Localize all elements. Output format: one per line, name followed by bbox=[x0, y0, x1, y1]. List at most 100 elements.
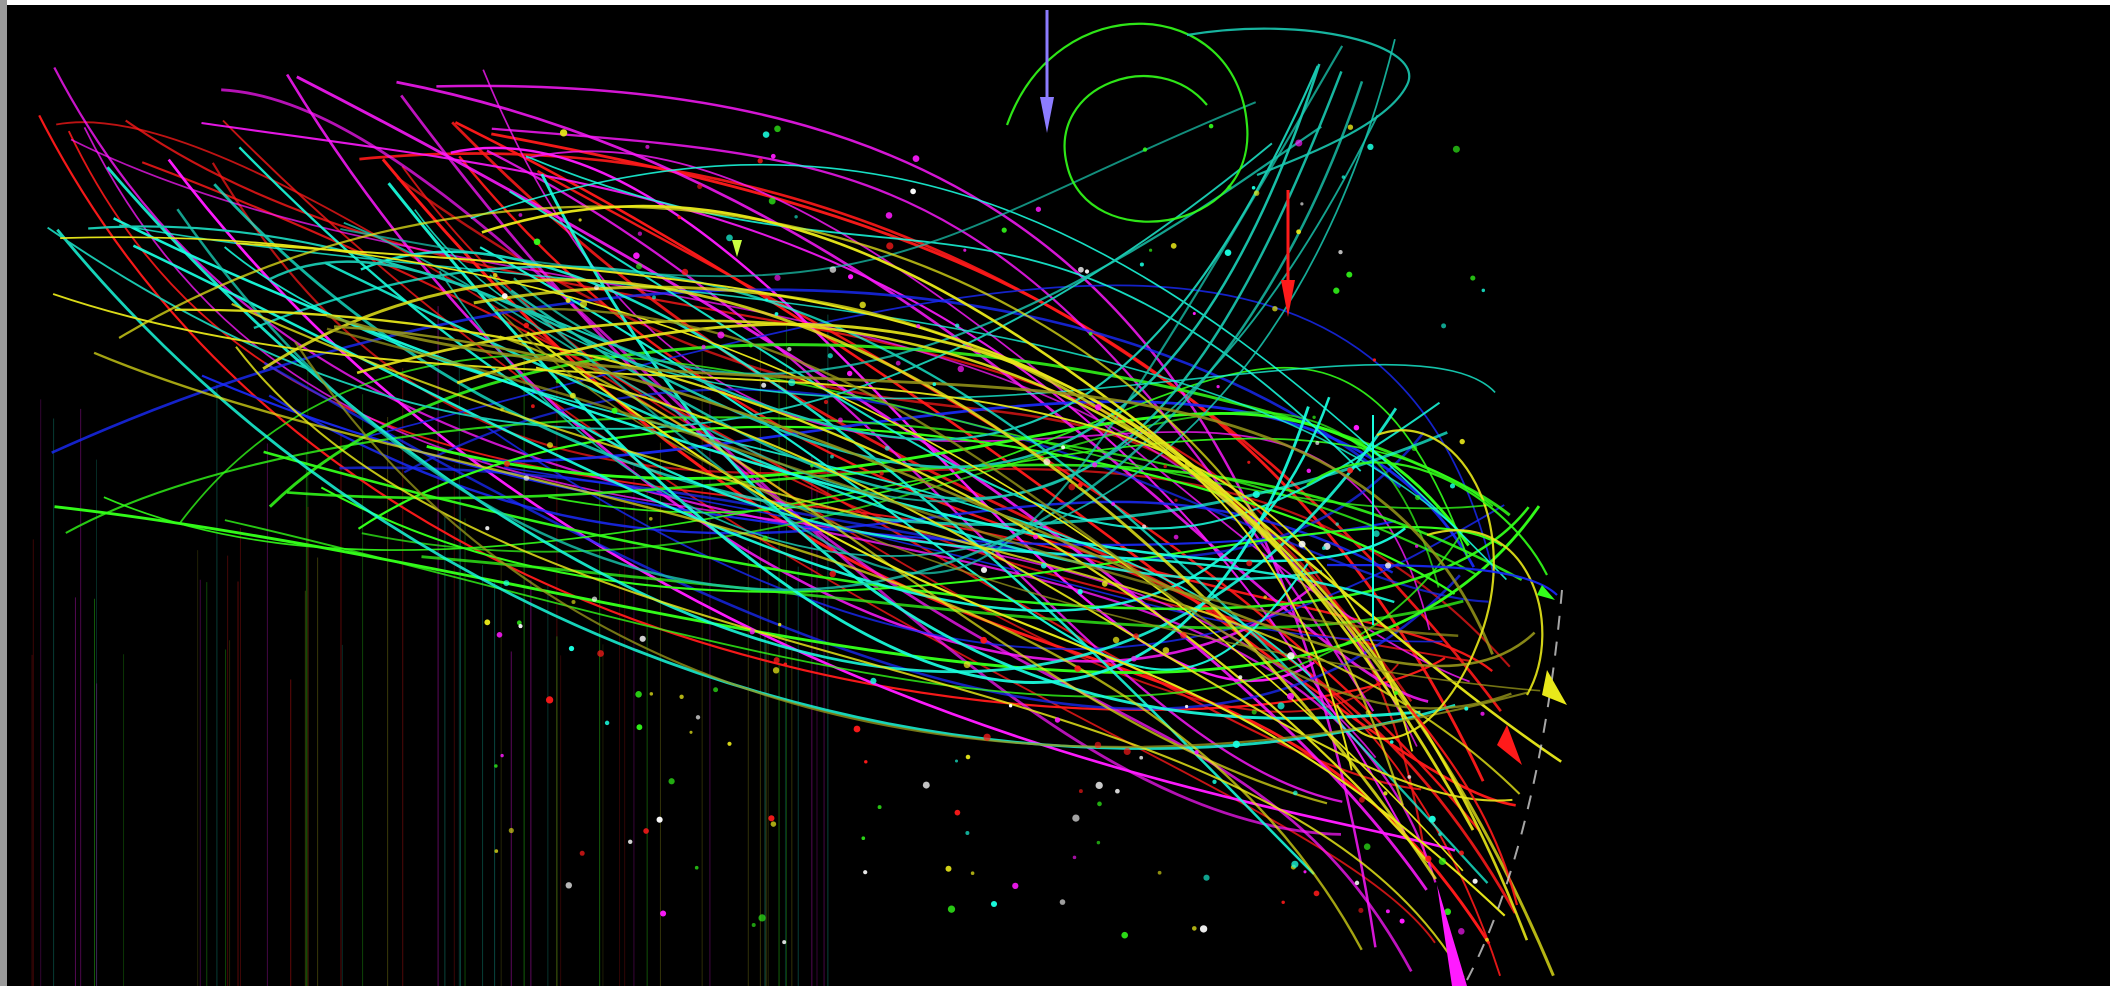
flow-curve bbox=[493, 307, 1512, 710]
glow-marker bbox=[1303, 870, 1307, 874]
glow-marker bbox=[1315, 441, 1320, 445]
glow-marker bbox=[1358, 907, 1364, 913]
glow-marker bbox=[1043, 458, 1051, 466]
glow-marker bbox=[1072, 855, 1077, 860]
flow-curve bbox=[113, 217, 1406, 563]
loop-curve bbox=[1306, 461, 1548, 576]
glow-marker bbox=[895, 360, 901, 366]
glow-marker bbox=[681, 268, 689, 276]
glow-marker bbox=[762, 535, 768, 541]
glow-marker bbox=[1333, 287, 1340, 294]
flow-curve bbox=[485, 425, 1505, 650]
flow-curve bbox=[509, 190, 1441, 530]
glow-marker bbox=[1157, 870, 1162, 875]
glow-marker bbox=[963, 661, 971, 669]
glow-marker bbox=[1313, 890, 1320, 897]
flow-curve bbox=[174, 308, 1429, 863]
glow-marker bbox=[853, 725, 861, 733]
glow-marker bbox=[1094, 741, 1102, 749]
glow-marker bbox=[1142, 147, 1148, 152]
glow-marker bbox=[954, 759, 959, 763]
glow-marker bbox=[1194, 750, 1199, 755]
glow-marker bbox=[1054, 717, 1061, 723]
glow-marker bbox=[1008, 704, 1013, 708]
glow-marker bbox=[571, 599, 576, 605]
glow-marker bbox=[827, 353, 833, 359]
glow-marker bbox=[774, 312, 779, 316]
glow-marker bbox=[496, 632, 503, 638]
glow-marker bbox=[965, 754, 971, 760]
glow-marker bbox=[1059, 899, 1066, 905]
glow-marker bbox=[695, 715, 701, 720]
glow-marker bbox=[500, 407, 504, 412]
glow-marker bbox=[1092, 462, 1098, 468]
glow-marker bbox=[1162, 647, 1170, 654]
glow-marker bbox=[794, 215, 798, 219]
glow-marker bbox=[1084, 269, 1090, 274]
glow-marker bbox=[1295, 139, 1303, 147]
glow-marker bbox=[932, 382, 937, 387]
glow-marker bbox=[1131, 655, 1137, 662]
flow-curve bbox=[414, 209, 1496, 400]
glow-marker bbox=[1363, 843, 1371, 850]
glow-marker bbox=[787, 346, 792, 352]
glow-marker bbox=[649, 692, 654, 696]
flow-curve bbox=[456, 322, 1475, 831]
glow-marker bbox=[1464, 706, 1469, 711]
glow-marker bbox=[1061, 445, 1066, 450]
glow-marker bbox=[689, 730, 693, 734]
glow-marker bbox=[1174, 498, 1178, 502]
glow-marker bbox=[945, 865, 952, 872]
glow-marker bbox=[652, 295, 656, 300]
flow-curve bbox=[294, 341, 1528, 748]
glow-marker bbox=[757, 158, 763, 164]
glow-marker bbox=[1411, 445, 1418, 452]
glow-marker bbox=[1077, 589, 1083, 595]
glow-marker bbox=[1121, 931, 1129, 939]
glow-marker bbox=[1208, 123, 1214, 129]
glow-marker bbox=[1247, 460, 1251, 464]
glow-marker bbox=[545, 696, 554, 704]
glow-marker bbox=[635, 263, 643, 270]
glow-marker bbox=[1321, 546, 1326, 550]
glow-marker bbox=[758, 914, 766, 922]
glow-marker bbox=[565, 298, 571, 303]
glow-marker bbox=[1394, 691, 1399, 695]
glow-marker bbox=[660, 910, 667, 917]
glow-marker bbox=[1072, 814, 1080, 822]
glow-marker bbox=[1040, 562, 1047, 569]
glow-marker bbox=[916, 324, 921, 329]
glow-marker bbox=[568, 645, 575, 652]
glow-marker bbox=[656, 816, 663, 823]
glow-marker bbox=[762, 131, 770, 138]
glow-marker bbox=[1074, 665, 1081, 672]
flow-curve bbox=[263, 361, 1461, 711]
glow-marker bbox=[523, 322, 530, 329]
flow-curve bbox=[359, 152, 1502, 713]
lavender-arrow-head bbox=[1040, 97, 1054, 133]
glow-marker bbox=[846, 370, 853, 377]
flow-curve bbox=[88, 65, 1319, 441]
flow-lines-artwork bbox=[31, 10, 1567, 986]
glow-marker bbox=[1078, 789, 1083, 794]
glow-marker bbox=[761, 382, 767, 388]
glow-marker bbox=[546, 442, 554, 449]
glow-marker bbox=[533, 238, 541, 246]
glow-marker bbox=[1415, 494, 1421, 501]
glow-marker bbox=[1292, 790, 1298, 796]
flow-curve bbox=[60, 236, 1464, 872]
glow-marker bbox=[627, 839, 633, 845]
glow-marker bbox=[1186, 579, 1190, 583]
flow-curve bbox=[501, 313, 1541, 692]
glow-marker bbox=[636, 724, 643, 731]
glow-marker bbox=[1286, 692, 1295, 700]
lime-marker bbox=[732, 240, 742, 257]
glow-marker bbox=[788, 378, 796, 387]
glow-marker bbox=[1115, 788, 1120, 794]
left-border bbox=[0, 0, 7, 986]
glow-marker bbox=[591, 596, 598, 602]
glow-marker bbox=[1123, 747, 1131, 756]
glow-marker bbox=[1238, 675, 1243, 680]
glow-marker bbox=[717, 331, 725, 339]
glow-marker bbox=[829, 266, 837, 273]
